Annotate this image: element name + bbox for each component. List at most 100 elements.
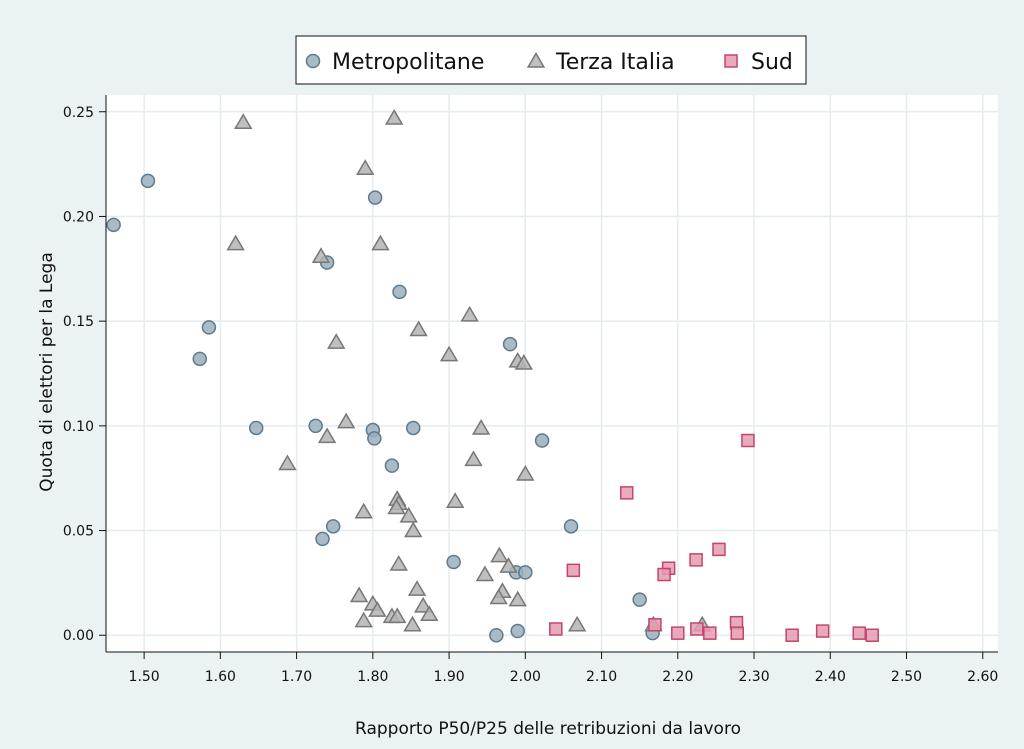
point-terza-italia-3 [226,234,245,251]
point-terza-italia-14 [471,418,491,435]
y-tick-label-2: 0.10 [63,419,94,435]
point-terza-italia-23 [399,506,418,523]
point-metropolitane-16 [534,433,550,448]
legend-label-terza-italia: Terza Italia [555,50,675,75]
plot-area [106,95,998,652]
point-metropolitane-13 [325,519,341,534]
point-sud-10 [690,622,704,636]
legend-marker-sud [724,54,738,68]
legend-marker-terza-italia [526,52,546,68]
point-terza-italia-36 [413,596,433,613]
x-tick-label-4: 1.90 [433,669,464,685]
legend: Metropolitane Terza Italia Sud [295,35,807,85]
point-terza-italia-16 [464,450,483,467]
point-metropolitane-18 [446,554,461,570]
point-sud-13 [730,626,745,640]
point-terza-italia-29 [407,580,427,596]
point-sud-9 [671,626,685,640]
point-sud-5 [657,567,671,582]
x-tick-label-2: 1.70 [281,669,312,685]
point-metropolitane-23 [510,623,525,639]
data-points [106,109,879,643]
point-terza-italia-4 [371,234,390,251]
legend-symbols [305,52,738,69]
point-terza-italia-37 [420,605,439,622]
point-sud-2 [712,542,726,557]
point-sud-11 [703,626,717,640]
x-tick-label-11: 2.60 [967,669,998,685]
point-terza-italia-40 [354,611,373,628]
x-tick-label-1: 1.60 [205,669,236,685]
point-metropolitane-20 [518,565,533,580]
y-axis-label: Quota di elettori per la Lega [37,252,57,491]
point-terza-italia-0 [234,113,253,129]
point-sud-3 [689,553,703,567]
legend-marker-metropolitane [305,53,321,69]
point-metropolitane-1 [140,173,156,189]
point-metropolitane-10 [367,431,382,446]
point-terza-italia-25 [389,555,408,571]
point-terza-italia-21 [445,492,465,508]
point-terza-italia-41 [403,615,422,632]
point-metropolitane-21 [632,592,647,607]
y-tick-label-5: 0.25 [63,105,94,121]
point-terza-italia-6 [409,320,428,337]
x-tick-label-3: 1.80 [357,669,388,685]
legend-label-metropolitane: Metropolitane [332,50,484,75]
point-terza-italia-2 [356,159,375,176]
point-terza-italia-26 [490,546,509,563]
point-metropolitane-2 [201,320,217,335]
point-metropolitane-12 [384,458,400,473]
point-terza-italia-5 [311,247,331,263]
point-terza-italia-39 [388,607,407,624]
point-terza-italia-1 [385,109,404,125]
point-terza-italia-13 [317,427,337,444]
point-terza-italia-20 [387,498,406,515]
point-sud-8 [648,618,662,632]
point-metropolitane-15 [502,336,518,352]
point-metropolitane-11 [405,420,421,436]
point-terza-italia-22 [354,502,373,519]
axes: 1.50 1.60 1.70 1.80 1.90 2.00 2.10 2.20 2.30 2.40… [63,95,998,685]
point-terza-italia-7 [327,333,346,349]
point-terza-italia-11 [514,354,533,370]
point-metropolitane-4 [248,420,264,436]
point-metropolitane-14 [315,531,330,547]
legend-box [295,35,807,85]
point-terza-italia-17 [516,465,535,481]
legend-label-sud: Sud [751,50,793,75]
y-tick-label-0: 0.00 [63,628,94,644]
x-tick-label-8: 2.30 [738,669,769,685]
x-tick-label-0: 1.50 [129,669,160,685]
x-tick-label-6: 2.10 [586,669,617,685]
y-tick-label-3: 0.15 [63,314,94,330]
x-tick-label-7: 2.20 [662,669,693,685]
point-metropolitane-8 [392,284,407,300]
point-metropolitane-0 [106,217,121,233]
point-terza-italia-32 [508,590,527,607]
y-tick-label-1: 0.05 [63,524,94,540]
point-terza-italia-12 [336,412,356,429]
x-tick-label-9: 2.40 [815,669,846,685]
point-terza-italia-8 [460,305,479,322]
point-metropolitane-3 [192,351,208,367]
point-terza-italia-15 [278,454,297,471]
point-sud-17 [865,628,879,642]
point-terza-italia-27 [499,557,518,573]
point-metropolitane-7 [367,190,383,205]
point-metropolitane-17 [563,519,579,534]
point-sud-6 [566,563,581,578]
point-sud-1 [619,486,634,500]
point-metropolitane-5 [308,418,323,434]
point-terza-italia-28 [475,565,495,582]
point-sud-16 [852,626,866,640]
point-terza-italia-31 [489,588,508,605]
grid-lines [106,95,998,652]
x-tick-label-10: 2.50 [891,669,922,685]
point-sud-7 [549,622,563,636]
x-tick-label-5: 2.00 [510,669,541,685]
point-terza-italia-9 [439,345,459,362]
point-terza-italia-42 [567,615,587,632]
